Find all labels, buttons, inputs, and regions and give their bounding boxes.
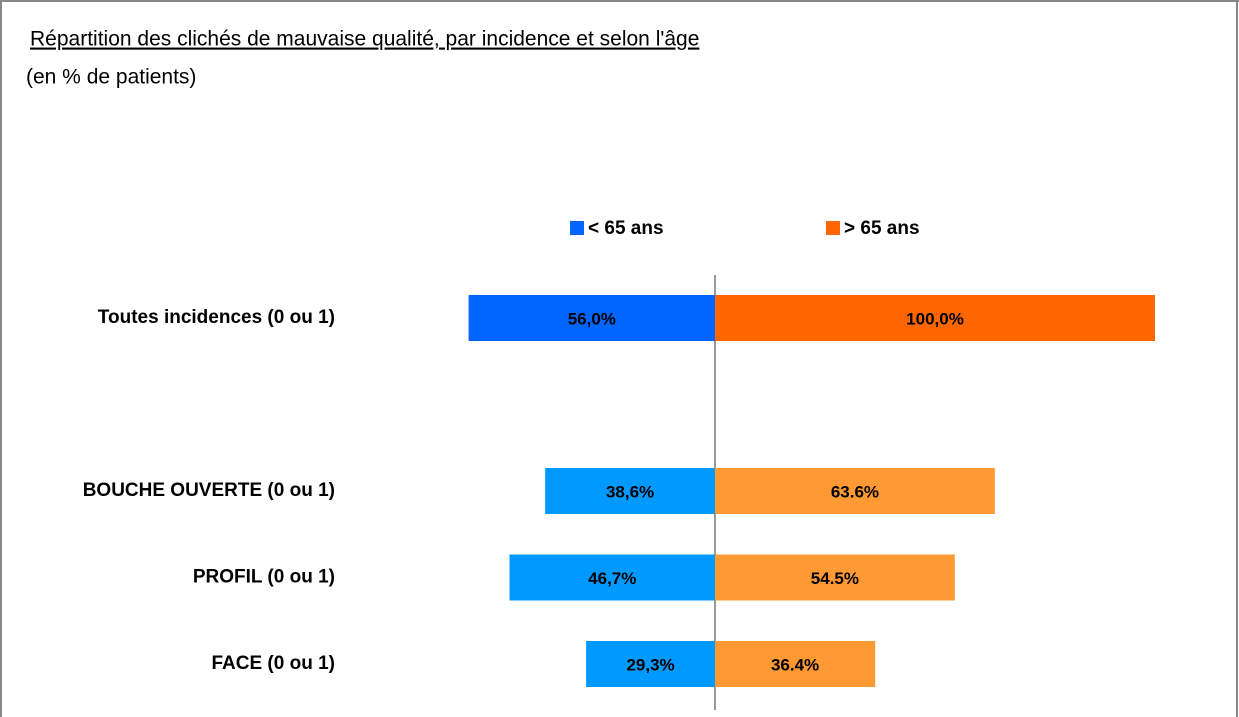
bar bbox=[715, 641, 876, 687]
data-label: 46,7% bbox=[588, 569, 636, 588]
bar bbox=[468, 295, 715, 341]
bar bbox=[586, 641, 715, 687]
bar bbox=[715, 554, 955, 601]
legend-swatch bbox=[570, 221, 584, 235]
data-label: 100,0% bbox=[906, 309, 964, 328]
legend-label: < 65 ans bbox=[588, 218, 664, 239]
legend-label: > 65 ans bbox=[844, 218, 920, 239]
data-label: 36.4% bbox=[771, 655, 819, 674]
bar bbox=[545, 468, 715, 514]
bar bbox=[715, 295, 1155, 341]
chart-title: Répartition des clichés de mauvaise qual… bbox=[30, 28, 699, 51]
data-label: 38,6% bbox=[606, 482, 654, 501]
bar bbox=[715, 468, 995, 514]
category-label: BOUCHE OUVERTE (0 ou 1) bbox=[83, 480, 335, 501]
data-label: 29,3% bbox=[626, 655, 674, 674]
legend-swatch bbox=[826, 221, 840, 235]
data-label: 54.5% bbox=[811, 569, 859, 588]
bar bbox=[509, 554, 715, 601]
category-label: PROFIL (0 ou 1) bbox=[193, 567, 335, 588]
category-label: Toutes incidences (0 ou 1) bbox=[98, 307, 335, 328]
data-label: 63.6% bbox=[831, 482, 879, 501]
data-label: 56,0% bbox=[568, 309, 616, 328]
category-label: FACE (0 ou 1) bbox=[211, 653, 335, 674]
chart-subtitle: (en % de patients) bbox=[26, 66, 196, 89]
